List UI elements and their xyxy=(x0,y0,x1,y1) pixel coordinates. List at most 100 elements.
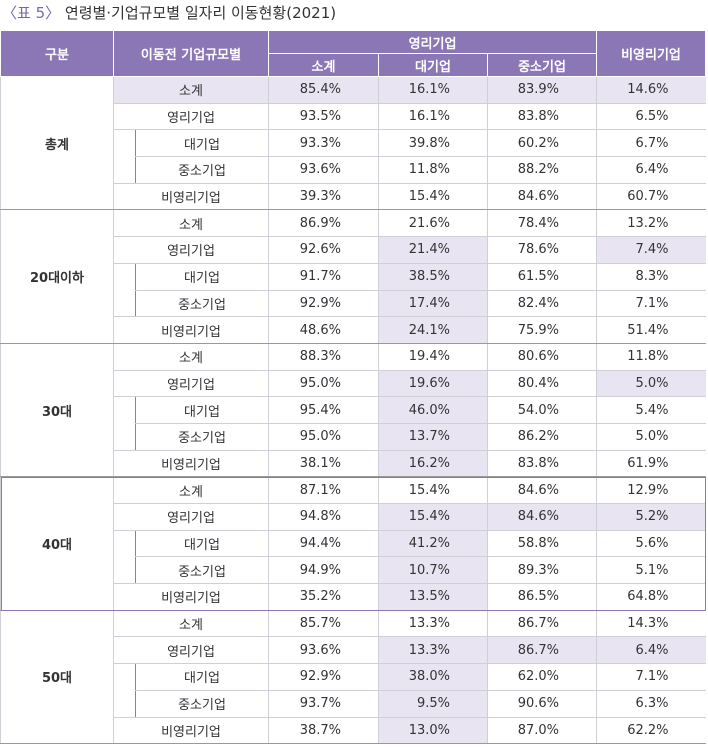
indent-cell xyxy=(113,290,136,317)
value-cell: 38.0% xyxy=(378,663,488,691)
row-label: 중소기업 xyxy=(135,556,269,585)
table-row: 영리기업 94.8% 15.4% 84.6% 5.2% xyxy=(1,503,706,531)
group-cell: 총계 xyxy=(0,75,114,211)
table-row: 비영리기업 39.3% 15.4% 84.6% 60.7% xyxy=(1,182,706,211)
value-cell: 93.6% xyxy=(268,156,379,184)
value-cell: 9.5% xyxy=(378,689,488,718)
value-cell: 6.5% xyxy=(596,102,706,131)
indent-cell xyxy=(113,156,136,184)
value-cell: 80.6% xyxy=(487,342,597,371)
row-label: 소계 xyxy=(113,76,269,104)
value-cell: 93.5% xyxy=(268,102,379,131)
value-cell: 78.4% xyxy=(487,209,597,238)
table-row: 30대 소계 88.3% 19.4% 80.6% 11.8% xyxy=(0,342,706,478)
table-label: 〈표 5〉 xyxy=(2,4,61,22)
group-cell: 30대 xyxy=(0,342,114,478)
row-label: 중소기업 xyxy=(135,156,269,184)
indent-cell xyxy=(113,690,136,717)
value-cell: 10.7% xyxy=(378,556,488,585)
table-row: 대기업 93.3% 39.8% 60.2% 6.7% xyxy=(1,129,706,158)
table-body: 총계 소계 85.4% 16.1% 83.9% 14.6% 영리기업 93.5% 16.1% 83… xyxy=(0,75,706,745)
value-cell: 94.8% xyxy=(268,503,379,531)
value-cell: 60.2% xyxy=(487,129,597,158)
header-cell: 비영리기업 xyxy=(596,30,706,77)
value-cell: 15.4% xyxy=(378,182,488,211)
table-row: 총계 소계 85.4% 16.1% 83.9% 14.6% xyxy=(0,75,706,211)
value-cell: 61.9% xyxy=(596,449,706,478)
row-label: 소계 xyxy=(113,476,269,504)
value-cell: 95.4% xyxy=(268,396,379,424)
value-cell: 15.4% xyxy=(378,503,488,531)
value-cell: 24.1% xyxy=(378,316,488,344)
indent-cell xyxy=(113,423,136,451)
value-cell: 7.4% xyxy=(596,236,706,264)
value-cell: 48.6% xyxy=(268,316,379,344)
value-cell: 5.1% xyxy=(596,556,706,585)
value-cell: 86.5% xyxy=(487,583,597,611)
table-title: 연령별·기업규모별 일자리 이동현황(2021) xyxy=(64,4,337,22)
value-cell: 15.4% xyxy=(378,476,488,504)
value-cell: 13.3% xyxy=(378,609,488,638)
row-label: 비영리기업 xyxy=(113,449,269,478)
value-cell: 5.0% xyxy=(596,422,706,451)
indent-cell xyxy=(113,263,136,290)
value-cell: 58.8% xyxy=(487,529,597,558)
row-label: 영리기업 xyxy=(113,503,269,531)
value-cell: 78.6% xyxy=(487,236,597,264)
value-cell: 92.6% xyxy=(268,236,379,264)
table-row: 중소기업 94.9% 10.7% 89.3% 5.1% xyxy=(1,556,706,585)
value-cell: 41.2% xyxy=(378,529,488,558)
value-cell: 38.7% xyxy=(268,716,379,745)
table-row: 영리기업 93.5% 16.1% 83.8% 6.5% xyxy=(1,102,706,131)
table-header: 구분 이동전 기업규모별 영리기업 비영리기업 소계 대기업 중소기업 xyxy=(0,30,706,77)
value-cell: 19.4% xyxy=(378,342,488,371)
value-cell: 12.9% xyxy=(596,476,706,504)
group-cell: 40대 xyxy=(0,476,114,611)
value-cell: 88.2% xyxy=(487,156,597,184)
value-cell: 83.8% xyxy=(487,449,597,478)
value-cell: 6.7% xyxy=(596,129,706,158)
value-cell: 84.6% xyxy=(487,476,597,504)
header-cell: 이동전 기업규모별 xyxy=(113,30,269,77)
value-cell: 75.9% xyxy=(487,316,597,344)
value-cell: 13.0% xyxy=(378,716,488,745)
value-cell: 86.2% xyxy=(487,422,597,451)
row-label: 대기업 xyxy=(135,262,269,291)
value-cell: 87.1% xyxy=(268,476,379,504)
table-row: 대기업 94.4% 41.2% 58.8% 5.6% xyxy=(1,529,706,558)
value-cell: 94.9% xyxy=(268,556,379,585)
value-cell: 19.6% xyxy=(378,369,488,398)
table-row: 중소기업 93.7% 9.5% 90.6% 6.3% xyxy=(1,689,706,718)
value-cell: 5.0% xyxy=(596,369,706,398)
row-label: 소계 xyxy=(113,609,269,638)
value-cell: 95.0% xyxy=(268,369,379,398)
value-cell: 83.8% xyxy=(487,102,597,131)
row-label: 비영리기업 xyxy=(113,583,269,611)
value-cell: 16.1% xyxy=(378,76,488,104)
indent-cell xyxy=(113,556,136,584)
table-row: 대기업 92.9% 38.0% 62.0% 7.1% xyxy=(1,663,706,691)
value-cell: 5.4% xyxy=(596,396,706,424)
value-cell: 61.5% xyxy=(487,262,597,291)
table-row: 중소기업 95.0% 13.7% 86.2% 5.0% xyxy=(1,422,706,451)
value-cell: 84.6% xyxy=(487,503,597,531)
value-cell: 46.0% xyxy=(378,396,488,424)
value-cell: 13.2% xyxy=(596,209,706,238)
row-label: 대기업 xyxy=(135,663,269,691)
value-cell: 93.7% xyxy=(268,689,379,718)
value-cell: 88.3% xyxy=(268,342,379,371)
value-cell: 39.3% xyxy=(268,182,379,211)
row-label: 비영리기업 xyxy=(113,182,269,211)
value-cell: 14.3% xyxy=(596,609,706,638)
value-cell: 89.3% xyxy=(487,556,597,585)
row-label: 중소기업 xyxy=(135,422,269,451)
group-cell: 20대이하 xyxy=(0,209,114,344)
table: 구분 이동전 기업규모별 영리기업 비영리기업 소계 대기업 중소기업 총계 소계… xyxy=(0,30,706,745)
value-cell: 95.0% xyxy=(268,422,379,451)
value-cell: 16.2% xyxy=(378,449,488,478)
header-cell: 소계 xyxy=(268,53,379,77)
table-row: 영리기업 95.0% 19.6% 80.4% 5.0% xyxy=(1,369,706,398)
value-cell: 87.0% xyxy=(487,716,597,745)
value-cell: 92.9% xyxy=(268,663,379,691)
value-cell: 64.8% xyxy=(596,583,706,611)
